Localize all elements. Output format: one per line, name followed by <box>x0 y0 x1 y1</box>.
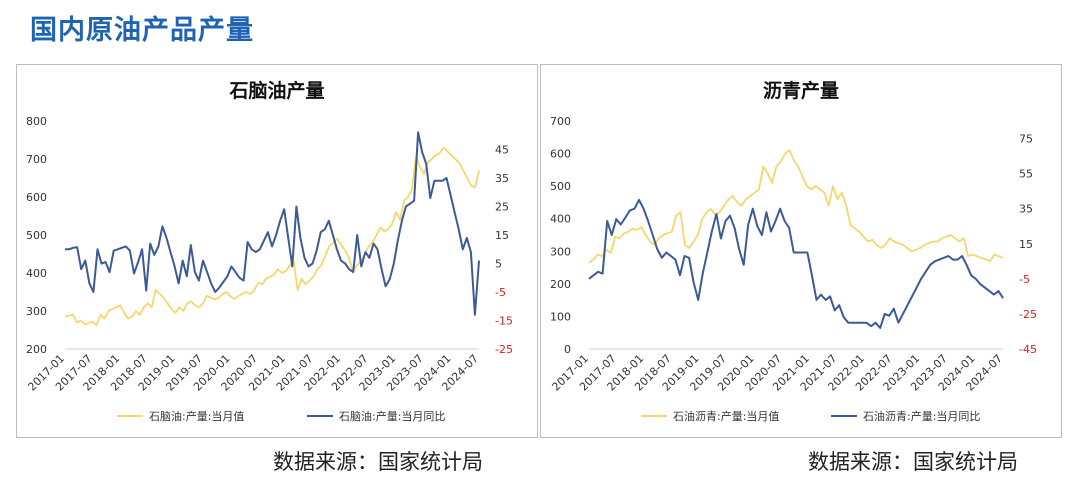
chart-naphtha-svg: 石脑油产量 200 300 400 500 600 700 800 -25 -15 -5 5 15 25 3… <box>25 79 513 423</box>
asphalt-y-left-tick: 300 <box>550 245 571 258</box>
asphalt-y-left-tick: 500 <box>550 180 571 193</box>
asphalt-y-right-tick: -45 <box>1019 343 1037 356</box>
naphtha-y-left-tick: 700 <box>26 153 47 166</box>
naphtha-series-line-yoy <box>65 131 480 316</box>
asphalt-legend-label: 石油沥青:产量:当月值 <box>673 409 779 423</box>
naphtha-y-left-tick: 600 <box>26 191 47 204</box>
data-source-left: 数据来源：国家统计局 <box>273 450 483 474</box>
chart-asphalt-svg: 沥青产量 0 100 200 300 400 500 600 700 -45 -25 -5 15 35 55… <box>549 79 1037 423</box>
page-title: 国内原油产品产量 <box>30 15 254 46</box>
naphtha-chart-title: 石脑油产量 <box>228 79 324 102</box>
data-source-right: 数据来源：国家统计局 <box>808 450 1018 474</box>
naphtha-legend-label: 石脑油:产量:当月同比 <box>339 409 445 423</box>
naphtha-y-left-tick: 500 <box>26 229 47 242</box>
asphalt-y-left-tick: 400 <box>550 213 571 226</box>
asphalt-series-line-value <box>588 149 1004 264</box>
naphtha-y-right-tick: -15 <box>495 315 513 328</box>
naphtha-y-right-tick: 25 <box>495 201 509 214</box>
naphtha-legend-label: 石脑油:产量:当月值 <box>149 409 244 423</box>
naphtha-y-left-tick: 800 <box>26 115 47 128</box>
asphalt-y-left-tick: 700 <box>550 115 571 128</box>
asphalt-y-right-tick: -5 <box>1019 273 1030 286</box>
naphtha-y-right-tick: 15 <box>495 229 509 242</box>
naphtha-y-right-tick: 5 <box>495 258 502 271</box>
naphtha-series-line-value <box>64 146 480 327</box>
naphtha-y-right-tick: 45 <box>495 144 509 157</box>
naphtha-y-left-tick: 200 <box>26 343 47 356</box>
chart-panel-asphalt: 沥青产量 0 100 200 300 400 500 600 700 -45 -25 -5 15 35 55… <box>540 64 1062 438</box>
naphtha-y-left-tick: 400 <box>26 267 47 280</box>
naphtha-y-left-tick: 300 <box>26 305 47 318</box>
asphalt-y-right-tick: 75 <box>1019 133 1033 146</box>
asphalt-y-right-tick: 55 <box>1019 168 1033 181</box>
asphalt-y-left-tick: 100 <box>550 310 571 323</box>
chart-panel-naphtha: 石脑油产量 200 300 400 500 600 700 800 -25 -15 -5 5 15 25 3… <box>16 64 538 438</box>
asphalt-y-right-tick: 35 <box>1019 203 1033 216</box>
asphalt-y-left-tick: 600 <box>550 148 571 161</box>
naphtha-y-right-tick: 35 <box>495 172 509 185</box>
asphalt-chart-title: 沥青产量 <box>763 79 839 102</box>
asphalt-y-left-tick: 200 <box>550 278 571 291</box>
naphtha-y-right-tick: -25 <box>495 343 513 356</box>
naphtha-y-right-tick: -5 <box>495 286 506 299</box>
asphalt-legend-label: 石油沥青:产量:当月同比 <box>863 409 980 423</box>
asphalt-y-right-tick: 15 <box>1019 238 1033 251</box>
asphalt-series-line-yoy <box>588 198 1004 329</box>
asphalt-y-left-tick: 0 <box>564 343 571 356</box>
asphalt-y-right-tick: -25 <box>1019 308 1037 321</box>
